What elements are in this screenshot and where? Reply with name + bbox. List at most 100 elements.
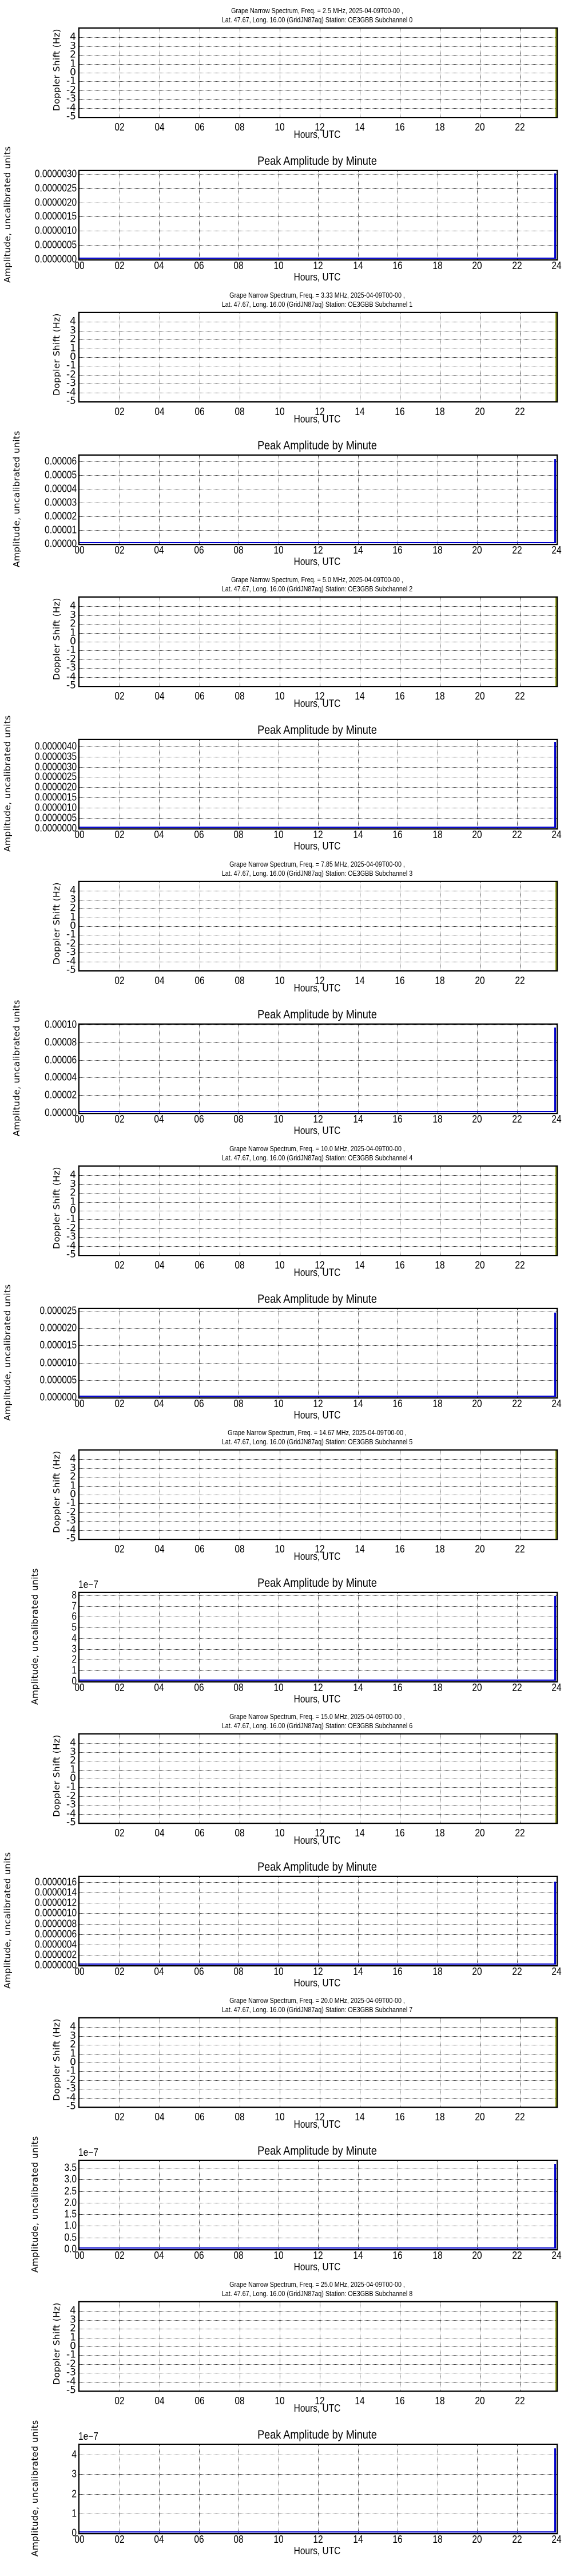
x-tick-label: 20 xyxy=(472,1966,482,1977)
x-tick-label: 06 xyxy=(194,690,205,702)
spectrum-title-line-2: Lat. 47.67, Long. 16.00 (GridJN87aq) Sta… xyxy=(221,585,413,593)
amplitude-title: Peak Amplitude by Minute xyxy=(257,155,377,168)
grid-line xyxy=(357,171,359,259)
x-tick-label: 08 xyxy=(233,260,244,271)
x-tick-label: 10 xyxy=(275,406,285,417)
x-tick-label: 18 xyxy=(432,1113,443,1125)
amplitude-series-baseline xyxy=(80,2247,555,2249)
amplitude-title: Peak Amplitude by Minute xyxy=(257,2144,377,2158)
grid-line xyxy=(519,598,521,686)
grid-line xyxy=(477,1877,478,1965)
y-tick-label: 4 xyxy=(72,1632,77,1644)
y-tick-label: 3 xyxy=(70,1462,76,1474)
amplitude-series-baseline xyxy=(80,258,555,259)
y-tick-label: 1 xyxy=(70,1196,76,1208)
x-tick-label: 08 xyxy=(235,121,245,133)
y-tick-label: 0.0000025 xyxy=(34,182,77,194)
grid-line xyxy=(80,943,557,945)
y-tick-label: 2 xyxy=(70,333,76,345)
y-tick-label: -2 xyxy=(66,1506,76,1518)
y-tick-label: 4 xyxy=(70,1453,76,1465)
y-tick-label: 0.0000020 xyxy=(34,781,77,793)
grid-line xyxy=(80,357,557,358)
y-tick-label: 0 xyxy=(70,2056,76,2068)
y-tick-label: 2 xyxy=(70,1471,76,1483)
x-tick-label: 04 xyxy=(154,2111,165,2123)
spectrum-y-axis-label: Doppler Shift (Hz) xyxy=(51,598,62,680)
x-tick-label: 24 xyxy=(551,2250,562,2261)
grid-line xyxy=(80,2071,557,2072)
y-tick-label: 3.0 xyxy=(64,2173,77,2185)
y-tick-label: 1 xyxy=(70,911,76,923)
grid-line xyxy=(159,1025,160,1113)
x-tick-label: 14 xyxy=(352,1113,363,1125)
grid-line xyxy=(80,677,557,678)
y-tick-label: 0.000010 xyxy=(39,1357,77,1369)
x-tick-label: 14 xyxy=(352,2534,363,2545)
grid-line xyxy=(517,2445,518,2533)
grid-line xyxy=(519,2302,521,2391)
x-tick-label: 08 xyxy=(233,2534,244,2545)
x-tick-label: 02 xyxy=(114,2534,125,2545)
grid-line xyxy=(80,1193,557,1194)
grid-line xyxy=(159,740,160,828)
spectrum-plot-area xyxy=(78,2017,558,2108)
x-tick-label: 00 xyxy=(74,1966,85,1977)
grid-line xyxy=(318,456,319,544)
x-tick-label: 18 xyxy=(435,2111,445,2123)
y-tick-label: 0.0000015 xyxy=(34,210,77,222)
spectrum-data-strip xyxy=(555,2018,557,2107)
grid-line xyxy=(159,2445,160,2533)
y-tick-label: 0.0000010 xyxy=(34,1907,77,1919)
y-tick-label: 2 xyxy=(70,49,76,61)
x-tick-label: 12 xyxy=(315,121,325,133)
x-tick-label: 06 xyxy=(193,829,204,840)
grid-line xyxy=(519,882,521,970)
y-tick-label: 0.000025 xyxy=(39,1305,77,1317)
y-tick-label: 0.0000006 xyxy=(34,1928,77,1940)
x-tick-label: 18 xyxy=(432,829,443,840)
x-tick-label: 12 xyxy=(313,2250,323,2261)
amplitude-series-baseline xyxy=(80,1963,555,1965)
x-tick-label: 08 xyxy=(235,406,245,417)
y-tick-label: 0.0000000 xyxy=(34,253,77,265)
y-tick-label: -1 xyxy=(66,644,76,656)
y-tick-label: 0 xyxy=(70,1772,76,1784)
spectrum-y-axis-label: Doppler Shift (Hz) xyxy=(51,313,62,396)
y-tick-label: 2.0 xyxy=(64,2196,77,2208)
grid-line xyxy=(80,1530,557,1531)
x-tick-label: 04 xyxy=(154,1966,164,1977)
x-tick-label: 04 xyxy=(154,690,165,702)
x-tick-label: 18 xyxy=(432,1966,443,1977)
y-tick-label: 3 xyxy=(70,609,76,621)
grid-line xyxy=(318,171,319,259)
x-tick-label: 08 xyxy=(233,1966,244,1977)
spectrum-title-line-2: Lat. 47.67, Long. 16.00 (GridJN87aq) Sta… xyxy=(221,1154,413,1162)
y-tick-label: 1 xyxy=(70,342,76,354)
spectrum-title-line-2: Lat. 47.67, Long. 16.00 (GridJN87aq) Sta… xyxy=(221,2290,413,2298)
y-tick-label: 1.5 xyxy=(64,2208,77,2220)
x-tick-label: 04 xyxy=(154,1113,164,1125)
amplitude-plot-area xyxy=(78,1307,558,1399)
grid-line xyxy=(80,615,557,616)
y-tick-label: 0.00008 xyxy=(45,1036,77,1048)
x-tick-label: 22 xyxy=(511,2534,522,2545)
y-tick-label: 3 xyxy=(70,1178,76,1190)
y-tick-label: -2 xyxy=(66,84,76,96)
amplitude-title: Peak Amplitude by Minute xyxy=(257,1293,377,1306)
grid-line xyxy=(80,1743,557,1744)
x-tick-label: 10 xyxy=(273,829,284,840)
spectrum-x-axis-label: Hours, UTC xyxy=(293,698,341,709)
spectrum-title-line-2: Lat. 47.67, Long. 16.00 (GridJN87aq) Sta… xyxy=(221,2006,413,2014)
spectrum-title-line-2: Lat. 47.67, Long. 16.00 (GridJN87aq) Sta… xyxy=(221,1438,413,1446)
grid-line xyxy=(519,313,521,401)
amplitude-offset-label: 1e−7 xyxy=(78,2431,98,2442)
amplitude-series-baseline xyxy=(80,1680,555,1681)
grid-line xyxy=(80,624,557,625)
grid-line xyxy=(80,659,557,660)
amplitude-series-spike xyxy=(554,1882,556,1965)
x-tick-label: 22 xyxy=(515,975,525,986)
x-tick-label: 10 xyxy=(273,544,284,556)
y-tick-label: -4 xyxy=(66,386,76,398)
grid-line xyxy=(80,2320,557,2321)
